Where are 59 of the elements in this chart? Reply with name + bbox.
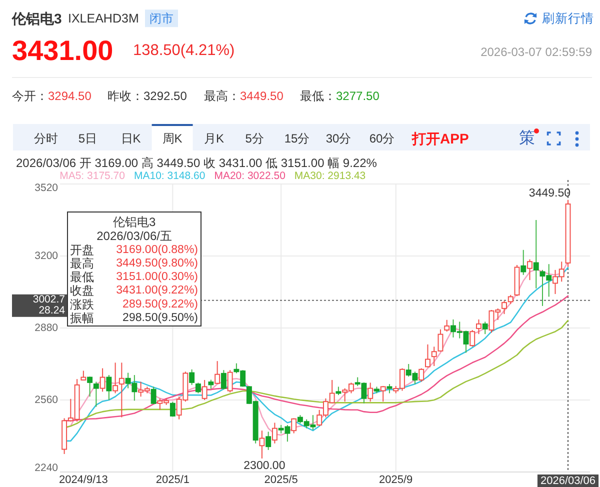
annotation: 15分: [284, 132, 310, 146]
annotation: 日K: [120, 132, 141, 146]
annotation: 3169.00(0.88%): [116, 244, 198, 256]
annotation: 涨跌: [70, 298, 94, 312]
ref-label: 28.24: [38, 304, 65, 316]
annotation: 5日: [78, 132, 98, 146]
xtick-label: 2025/9: [379, 474, 413, 486]
legend-item: MA30: 2913.43: [294, 170, 366, 182]
xtick-label: 2025/1: [156, 474, 190, 486]
legend-item: MA20: 3022.50: [214, 170, 286, 182]
annotation: 策: [519, 130, 535, 147]
annotation: 最低：: [300, 89, 336, 103]
annotation: 月K: [204, 132, 224, 146]
ytick-label: 2240: [34, 462, 58, 474]
annotation: 3151.00(0.30%): [116, 271, 198, 283]
annotation: 打开APP: [412, 130, 469, 146]
legend-item: MA10: 3148.60: [134, 170, 206, 182]
annotation: 最低: [70, 270, 94, 284]
annotation: 刷新行情: [542, 12, 594, 26]
ytick-label: 2560: [34, 394, 58, 406]
annotation: 2026/03/06/五: [96, 229, 172, 243]
annotation: 最高：: [204, 89, 240, 103]
annotation: 5分: [245, 132, 264, 146]
xtick-label: 2026/03/06: [540, 475, 596, 487]
annotation: 分时: [34, 132, 58, 146]
annotation: 3431.00(9.22%): [116, 284, 198, 296]
annotation: 2300.00: [244, 460, 286, 472]
annotation: 最高: [70, 256, 94, 270]
annotation: 298.50(9.50%): [122, 312, 198, 324]
annotation: 30分: [326, 132, 352, 146]
annotation: 3292.50: [144, 89, 187, 103]
annotation: 闭市: [150, 12, 174, 26]
legend-item: MA5: 3175.70: [60, 170, 125, 182]
annotation: 周K: [162, 132, 182, 146]
annotation: 收盘: [70, 284, 94, 298]
ytick-label: 3520: [34, 182, 58, 194]
xtick-label: 2025/5: [264, 474, 298, 486]
annotation: 60分: [369, 132, 395, 146]
annotation: 3277.50: [336, 89, 380, 103]
annotation: 3431.00: [12, 35, 114, 66]
ref-label: 3002.7: [32, 293, 65, 306]
annotation: 开盘: [70, 243, 94, 257]
annotation: 289.50(9.22%): [122, 298, 198, 310]
annotation: 2026-03-07 02:59:59: [480, 45, 592, 59]
xtick-label: 2024/9/13: [58, 474, 108, 486]
annotation: 2026/03/06 开 3169.00 高 3449.50 收 3431.00 低 3151.00 幅 9.22%: [16, 156, 377, 170]
ytick-label: 3200: [34, 250, 58, 262]
annotation: 今开：: [12, 89, 48, 103]
annotation: 伦铝电3: [112, 215, 156, 229]
annotation: 振幅: [70, 311, 94, 325]
annotation: 3294.50: [48, 89, 92, 103]
ytick-label: 2880: [34, 322, 58, 334]
title: 伦铝电3: [12, 10, 62, 26]
subtitle: IXLEAHD3M: [68, 12, 139, 26]
annotation: 138.50(4.21%): [133, 42, 235, 59]
annotation: 3449.50: [240, 89, 284, 103]
annotation: 3449.50: [528, 187, 570, 200]
annotation: 3449.50(9.80%): [116, 258, 198, 270]
annotation: 昨收：: [108, 89, 144, 103]
